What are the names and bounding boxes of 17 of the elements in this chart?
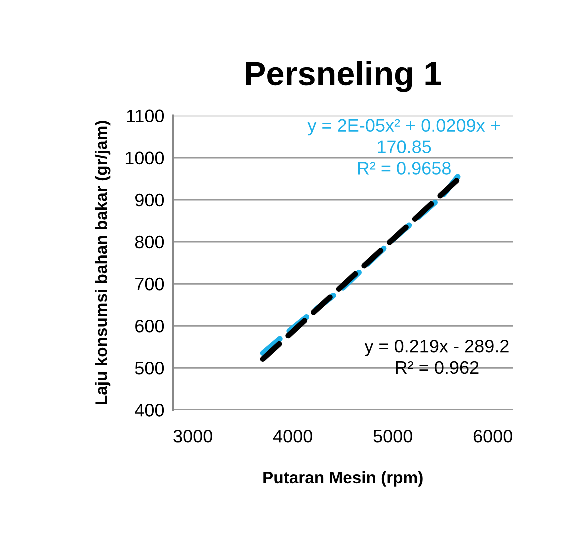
- annotation: y = 0.219x - 289.2 R² = 0.962: [364, 340, 509, 374]
- x-tick-label: 3000: [174, 430, 212, 443]
- y-tick-label: 500: [135, 362, 164, 375]
- y-tick-label: 900: [135, 194, 164, 207]
- y-tick-label: 1100: [127, 110, 164, 123]
- y-tick-label: 800: [135, 236, 164, 249]
- y-tick-label: 400: [135, 404, 164, 417]
- x-tick-label: 4000: [273, 430, 312, 443]
- x-axis-title: Putaran Mesin (rpm): [264, 471, 423, 487]
- y-tick-label: 1000: [126, 152, 164, 165]
- y-tick-label: 600: [136, 320, 164, 333]
- x-tick-label: 5000: [374, 430, 412, 443]
- chart-title: Persneling 1: [246, 61, 442, 92]
- x-tick-label: 6000: [474, 430, 512, 443]
- annotation: y = 2E-05x² + 0.0209x + 170.85 R² = 0.9658: [308, 119, 500, 175]
- y-tick-label: 700: [136, 278, 164, 291]
- y-axis-title: Laju konsumsi bahan bakar (gr/jam): [95, 121, 111, 404]
